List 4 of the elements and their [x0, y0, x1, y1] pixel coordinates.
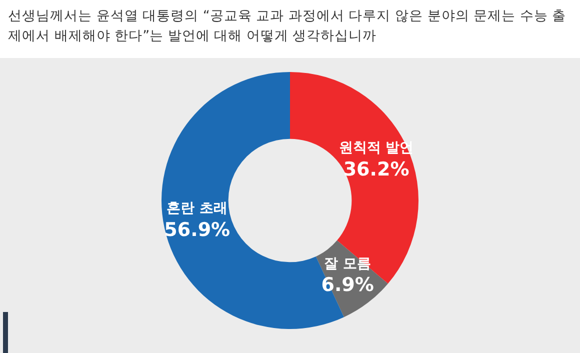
chart-title: 선생님께서는 윤석열 대통령의 “공교육 교과 과정에서 다루지 않은 분야의 문제는 수능 출제에서 배제해야 한다”는 발언에 대해 어떻게 생각하십니까: [8, 7, 568, 46]
slice-label: 혼란 초래: [166, 200, 228, 217]
data-label: 56.9%: [164, 218, 230, 241]
data-label: 36.2%: [343, 158, 410, 180]
